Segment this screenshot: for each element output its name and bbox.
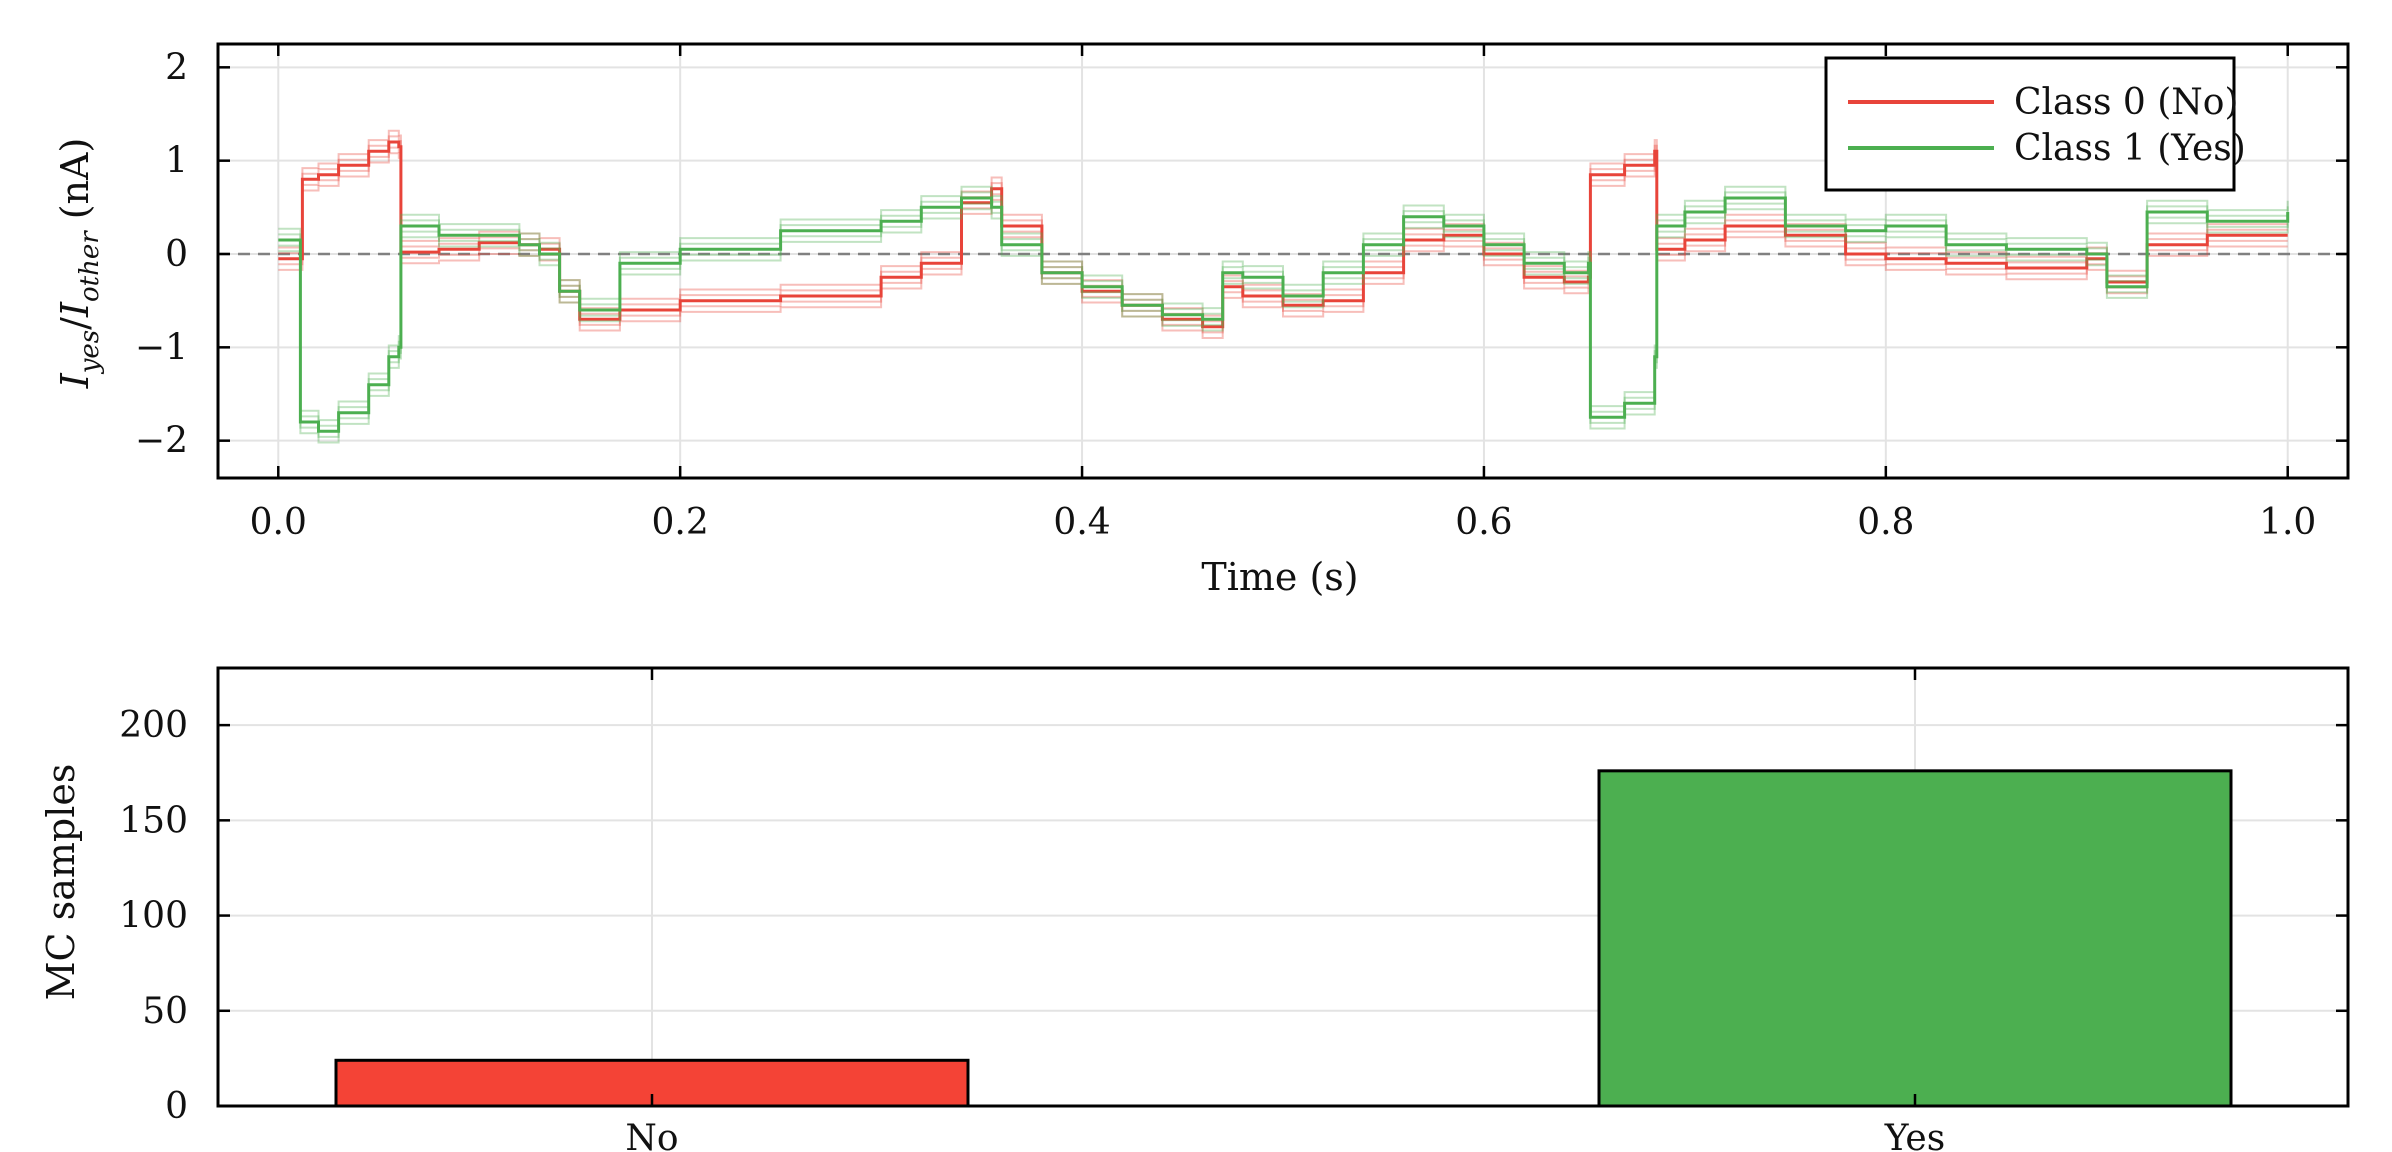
series-class-1-yes bbox=[278, 185, 2290, 444]
trace-band bbox=[278, 208, 2289, 444]
x-tick-label: No bbox=[625, 1118, 678, 1152]
y-tick-label: 50 bbox=[142, 991, 188, 1032]
bar-yes bbox=[1597, 769, 2233, 1108]
y-tick-label: 150 bbox=[119, 800, 188, 841]
x-tick-label: 0.0 bbox=[250, 502, 307, 543]
y-tick-label: 2 bbox=[165, 47, 188, 88]
y-tick-label: 200 bbox=[119, 705, 188, 746]
x-tick-label: 0.4 bbox=[1053, 502, 1110, 543]
bar-chart-ticks: No Yes 0 50 100 150 200 bbox=[119, 668, 2348, 1152]
line-chart-xlabel: Time (s) bbox=[1201, 555, 1358, 599]
legend: Class 0 (No) Class 1 (Yes) bbox=[1824, 56, 2246, 192]
trace-mean bbox=[278, 140, 2288, 329]
trace-mean bbox=[278, 196, 2290, 433]
line-chart-frame bbox=[216, 42, 2350, 480]
y-tick-label: −2 bbox=[135, 421, 188, 462]
line-chart-series bbox=[278, 129, 2290, 444]
x-tick-label: 1.0 bbox=[2259, 502, 2316, 543]
y-tick-label: 100 bbox=[119, 896, 188, 937]
bar-chart-ylabel: MC samples bbox=[39, 764, 83, 1001]
legend-label: Class 0 (No) bbox=[2014, 82, 2239, 123]
bar-chart-bars bbox=[334, 769, 2233, 1108]
trace-band bbox=[278, 202, 2289, 438]
line-chart-ticks: 0.0 0.2 0.4 0.6 0.8 1.0 −2 −1 0 1 2 bbox=[135, 44, 2348, 543]
y-tick-label: 0 bbox=[165, 234, 188, 275]
mc-samples-chart: No Yes 0 50 100 150 200 MC samples bbox=[39, 666, 2350, 1152]
line-chart-ylabel: Iyes/Iother (nA) bbox=[53, 138, 105, 390]
y-tick-label: −1 bbox=[135, 327, 188, 368]
y-tick-label: 0 bbox=[165, 1086, 188, 1127]
bar-chart-frame bbox=[216, 666, 2350, 1108]
legend-label: Class 1 (Yes) bbox=[2014, 128, 2246, 169]
y-tick-label: 1 bbox=[165, 141, 188, 182]
x-tick-label: 0.2 bbox=[652, 502, 709, 543]
x-tick-label: Yes bbox=[1884, 1118, 1945, 1152]
x-tick-label: 0.8 bbox=[1857, 502, 1914, 543]
trace-band bbox=[278, 152, 2288, 339]
legend-box bbox=[1824, 56, 2236, 192]
x-tick-label: 0.6 bbox=[1455, 502, 1512, 543]
